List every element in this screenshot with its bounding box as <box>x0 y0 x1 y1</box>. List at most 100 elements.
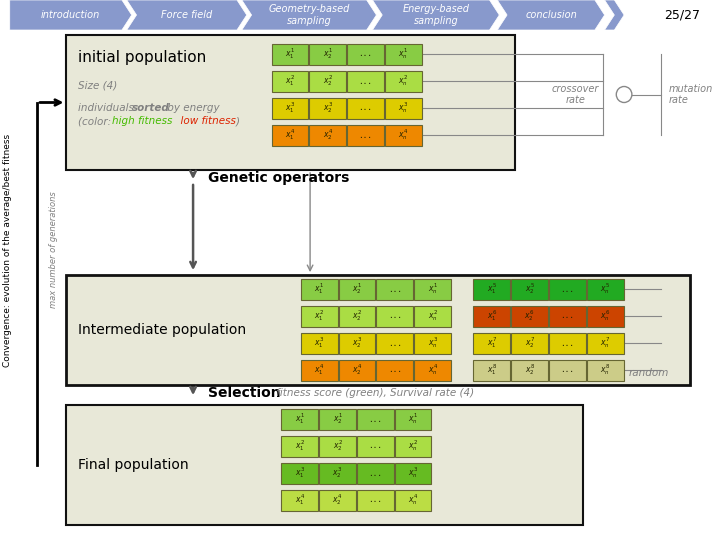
Text: $x^{6}_{2}$: $x^{6}_{2}$ <box>524 308 535 323</box>
Polygon shape <box>127 0 247 30</box>
Text: ...: ... <box>560 366 575 375</box>
Text: $x^{1}_{2}$: $x^{1}_{2}$ <box>323 46 333 62</box>
Text: ...: ... <box>369 415 382 423</box>
Text: $x^{4}_{n}$: $x^{4}_{n}$ <box>408 492 418 508</box>
Text: $x^{8}_{1}$: $x^{8}_{1}$ <box>487 362 497 377</box>
Bar <box>587 360 624 381</box>
Text: ...: ... <box>560 285 575 294</box>
Bar <box>587 279 624 300</box>
Text: $x^{7}_{2}$: $x^{7}_{2}$ <box>525 335 535 350</box>
Bar <box>357 408 394 429</box>
Bar <box>377 306 413 327</box>
Text: Final population: Final population <box>78 458 189 472</box>
Text: $x^{2}_{2}$: $x^{2}_{2}$ <box>323 73 333 89</box>
Bar <box>474 360 510 381</box>
Bar <box>319 489 356 510</box>
Bar <box>549 279 586 300</box>
Text: $x^{4}_{2}$: $x^{4}_{2}$ <box>352 362 362 377</box>
Bar <box>377 279 413 300</box>
Bar <box>319 462 356 483</box>
Text: $x^{1}_{1}$: $x^{1}_{1}$ <box>294 411 305 427</box>
Text: $x^{2}_{n}$: $x^{2}_{n}$ <box>408 438 418 454</box>
Text: $x^{4}_{1}$: $x^{4}_{1}$ <box>314 362 324 377</box>
Text: $x^{3}_{1}$: $x^{3}_{1}$ <box>285 100 295 116</box>
Text: $x^{2}_{1}$: $x^{2}_{1}$ <box>294 438 305 454</box>
Bar <box>282 435 318 456</box>
Text: $x^{5}_{1}$: $x^{5}_{1}$ <box>487 281 497 296</box>
Text: Geometry-based
sampling: Geometry-based sampling <box>269 4 350 26</box>
Text: high fitness: high fitness <box>112 116 173 126</box>
Bar <box>347 44 384 64</box>
Text: $x^{1}_{2}$: $x^{1}_{2}$ <box>352 281 362 296</box>
Bar <box>395 489 431 510</box>
Bar <box>587 306 624 327</box>
Text: fitness score (green), Survival rate (4): fitness score (green), Survival rate (4) <box>273 388 474 398</box>
Text: $x^{8}_{n}$: $x^{8}_{n}$ <box>600 362 611 377</box>
Text: Energy-based
sampling: Energy-based sampling <box>402 4 469 26</box>
Bar <box>347 125 384 145</box>
Bar <box>414 279 451 300</box>
Text: $x^{2}_{n}$: $x^{2}_{n}$ <box>428 308 438 323</box>
Text: $x^{2}_{1}$: $x^{2}_{1}$ <box>314 308 324 323</box>
Bar <box>377 360 413 381</box>
Text: by energy: by energy <box>164 103 220 113</box>
Text: $x^{2}_{1}$: $x^{2}_{1}$ <box>285 73 295 89</box>
Text: $x^{1}_{1}$: $x^{1}_{1}$ <box>314 281 324 296</box>
Text: $x^{2}_{n}$: $x^{2}_{n}$ <box>398 73 408 89</box>
Bar <box>271 125 308 145</box>
Text: ...: ... <box>560 312 575 321</box>
Bar <box>385 71 422 91</box>
Text: $x^{4}_{2}$: $x^{4}_{2}$ <box>323 127 333 143</box>
Text: (color:: (color: <box>78 116 114 126</box>
Bar <box>474 306 510 327</box>
Text: $x^{1}_{2}$: $x^{1}_{2}$ <box>333 411 343 427</box>
Text: $x^{3}_{2}$: $x^{3}_{2}$ <box>352 335 362 350</box>
Text: max number of generations: max number of generations <box>49 192 58 308</box>
Text: random: random <box>629 368 670 378</box>
Text: $x^{3}_{2}$: $x^{3}_{2}$ <box>333 465 343 481</box>
Text: ): ) <box>236 116 240 126</box>
Text: Selection: Selection <box>207 386 280 400</box>
Bar <box>338 279 375 300</box>
Text: $x^{3}_{n}$: $x^{3}_{n}$ <box>398 100 408 116</box>
Bar <box>66 275 690 385</box>
Bar <box>66 35 515 170</box>
Bar <box>271 71 308 91</box>
Bar <box>357 462 394 483</box>
Text: $x^{1}_{n}$: $x^{1}_{n}$ <box>398 46 408 62</box>
Text: $x^{1}_{n}$: $x^{1}_{n}$ <box>428 281 438 296</box>
Polygon shape <box>372 0 499 30</box>
Text: $x^{4}_{n}$: $x^{4}_{n}$ <box>398 127 408 143</box>
Bar <box>474 333 510 354</box>
Text: $x^{3}_{n}$: $x^{3}_{n}$ <box>428 335 438 350</box>
Text: ...: ... <box>388 285 402 294</box>
Text: ...: ... <box>359 104 372 112</box>
Bar <box>301 279 338 300</box>
Bar <box>549 333 586 354</box>
Text: mutation
rate: mutation rate <box>669 84 714 105</box>
Bar <box>395 462 431 483</box>
Text: $x^{4}_{1}$: $x^{4}_{1}$ <box>294 492 305 508</box>
Text: Size (4): Size (4) <box>78 80 117 90</box>
Bar <box>385 98 422 118</box>
Bar <box>310 98 346 118</box>
Text: Force field: Force field <box>161 10 212 20</box>
Bar <box>385 125 422 145</box>
Bar <box>414 360 451 381</box>
Text: ...: ... <box>369 442 382 450</box>
Bar <box>357 489 394 510</box>
Text: $x^{4}_{2}$: $x^{4}_{2}$ <box>333 492 343 508</box>
Text: $x^{6}_{1}$: $x^{6}_{1}$ <box>487 308 497 323</box>
Bar <box>282 489 318 510</box>
Bar <box>271 98 308 118</box>
Text: conclusion: conclusion <box>525 10 577 20</box>
Bar <box>414 306 451 327</box>
Text: Genetic operators: Genetic operators <box>207 171 349 185</box>
Polygon shape <box>605 0 624 30</box>
Bar <box>282 462 318 483</box>
Bar <box>338 333 375 354</box>
Bar <box>310 44 346 64</box>
Bar <box>511 333 548 354</box>
Text: $x^{4}_{1}$: $x^{4}_{1}$ <box>285 127 295 143</box>
Polygon shape <box>498 0 605 30</box>
